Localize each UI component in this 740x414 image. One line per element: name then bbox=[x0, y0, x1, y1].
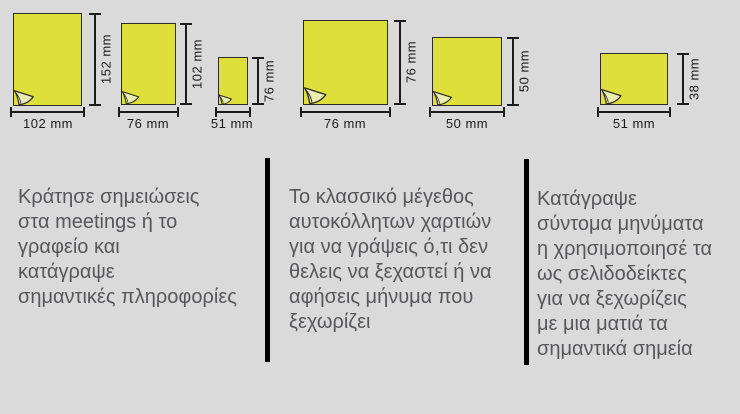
sticky-note-76x102 bbox=[121, 23, 176, 105]
page-curl-icon bbox=[304, 87, 327, 105]
width-dimension-line bbox=[118, 107, 179, 117]
page-curl-icon bbox=[121, 91, 140, 105]
width-dimension-line bbox=[429, 107, 505, 117]
sticky-note-102x152 bbox=[13, 13, 82, 106]
sticky-note-51x38 bbox=[600, 53, 668, 105]
page-curl-icon bbox=[601, 88, 622, 105]
height-dimension-label: 76 mm bbox=[403, 40, 419, 84]
page-curl-icon bbox=[218, 94, 232, 105]
description-notes-large: Κράτησε σημειώσεις στα meetings ή το γρα… bbox=[18, 186, 237, 308]
divider-bar-right bbox=[524, 159, 529, 365]
width-dimension-label: 51 mm bbox=[612, 116, 656, 131]
height-dimension-label: 152 mm bbox=[98, 34, 114, 84]
height-dimension-line bbox=[89, 13, 101, 106]
height-dimension-label: 76 mm bbox=[261, 59, 277, 103]
page-curl-icon bbox=[432, 90, 452, 106]
height-dimension-line bbox=[677, 53, 689, 105]
divider-bar-left bbox=[265, 158, 270, 362]
width-dimension-line bbox=[10, 107, 85, 117]
width-dimension-label: 76 mm bbox=[323, 116, 367, 131]
height-dimension-label: 38 mm bbox=[686, 57, 702, 101]
description-notes-small: Κατάγραψε σύντομα μηνύματα η χρησιμοποιη… bbox=[537, 188, 713, 360]
width-dimension-line bbox=[215, 107, 251, 117]
width-dimension-line bbox=[300, 107, 391, 117]
sticky-note-51x76 bbox=[218, 57, 248, 105]
page-curl-icon bbox=[13, 90, 34, 106]
height-dimension-line bbox=[507, 37, 519, 106]
height-dimension-label: 102 mm bbox=[189, 39, 205, 89]
width-dimension-label: 51 mm bbox=[210, 116, 254, 131]
height-dimension-line bbox=[394, 20, 406, 105]
height-dimension-label: 50 mm bbox=[516, 49, 532, 93]
width-dimension-label: 76 mm bbox=[126, 116, 170, 131]
description-notes-classic: Το κλασσικό μέγεθος αυτοκόλλητων χαρτιών… bbox=[289, 186, 492, 333]
width-dimension-label: 102 mm bbox=[23, 116, 73, 131]
height-dimension-line bbox=[252, 57, 264, 105]
sticky-note-50x50 bbox=[432, 37, 502, 106]
height-dimension-line bbox=[180, 23, 192, 105]
width-dimension-line bbox=[597, 107, 671, 117]
sticky-note-76x76 bbox=[303, 20, 388, 105]
width-dimension-label: 50 mm bbox=[445, 116, 489, 131]
